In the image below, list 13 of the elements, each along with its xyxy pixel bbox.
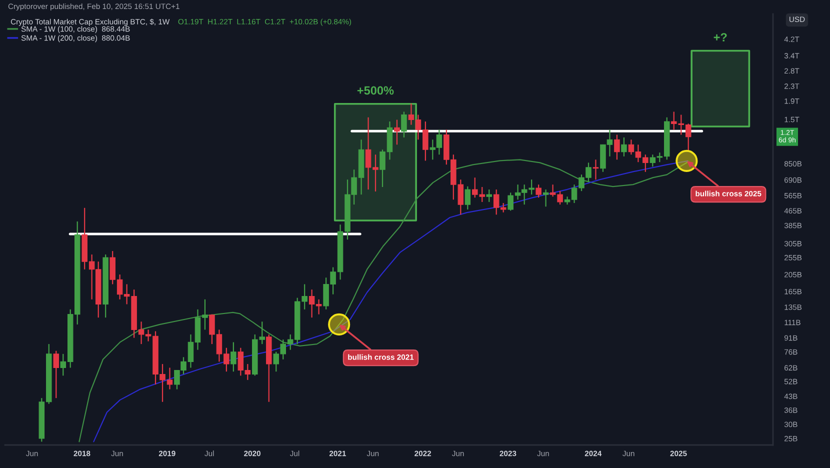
candlestick bbox=[401, 111, 407, 138]
candlestick bbox=[230, 342, 236, 372]
candlestick bbox=[53, 350, 60, 399]
candlestick bbox=[542, 188, 549, 208]
candlestick bbox=[614, 134, 620, 160]
candlestick bbox=[464, 186, 471, 210]
candlestick bbox=[394, 119, 400, 146]
legend-label: +? bbox=[714, 33, 727, 42]
candlestick bbox=[486, 188, 492, 203]
candlestick bbox=[621, 136, 627, 157]
candlestick bbox=[536, 184, 542, 198]
candlestick bbox=[592, 159, 599, 180]
legend-label: +500% bbox=[357, 86, 394, 95]
